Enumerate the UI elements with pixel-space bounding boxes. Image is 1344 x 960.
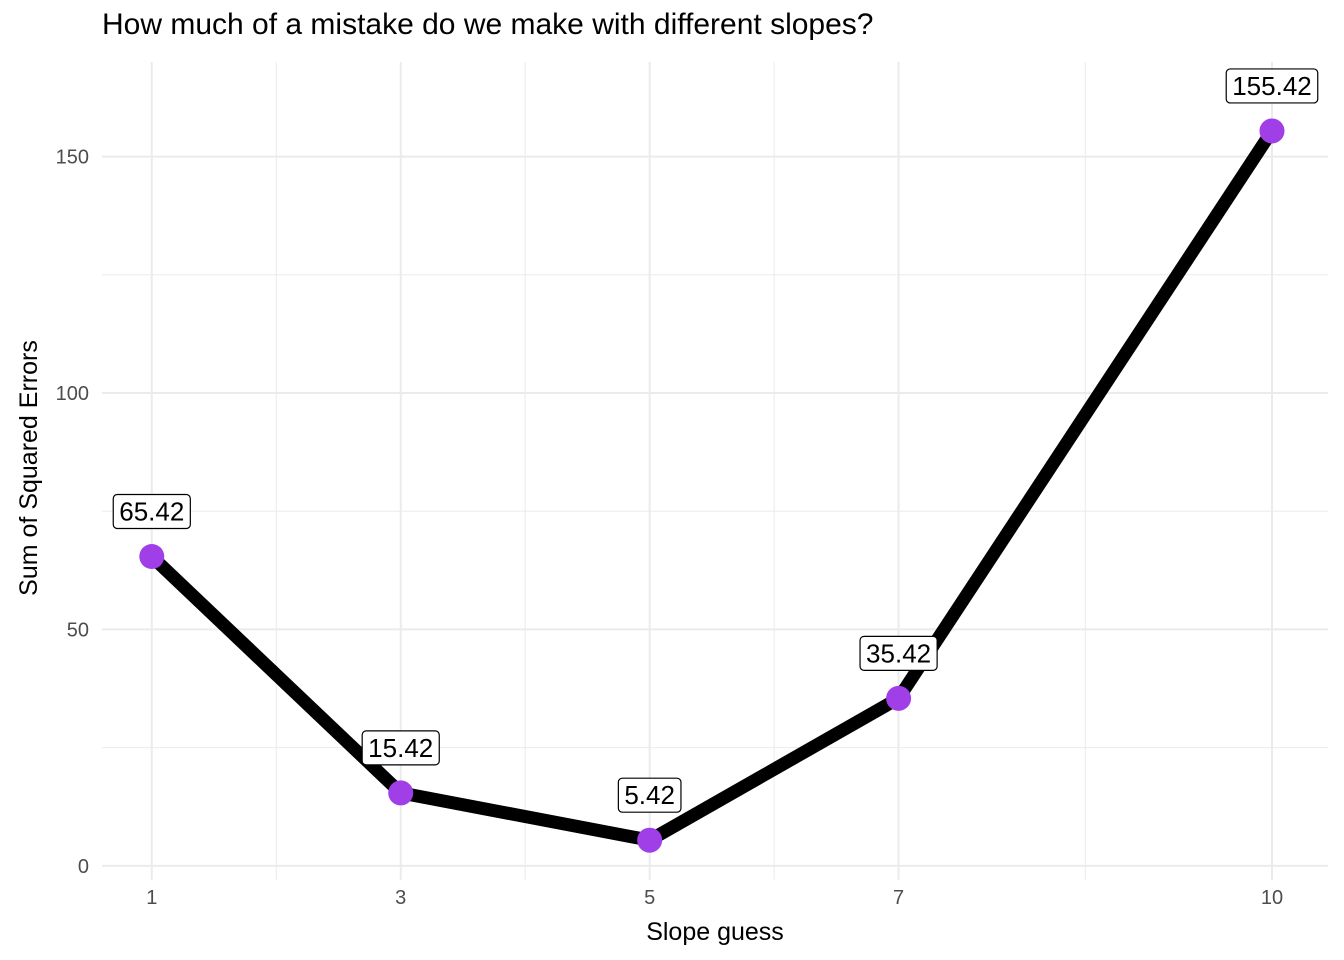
x-tick-label: 1 [146,887,157,909]
x-axis-ticks: 1 3 5 7 10 [146,887,1283,909]
data-label: 15.42 [361,730,440,766]
x-tick-label: 10 [1261,887,1283,909]
data-point [139,543,165,569]
x-tick-label: 7 [893,887,904,909]
data-point [637,827,663,853]
data-label: 155.42 [1225,68,1319,104]
data-label: 65.42 [112,493,191,530]
data-labels: 65.42 15.42 5.42 35.42 155.42 [112,68,1319,813]
y-axis-ticks: 0 50 100 150 [56,147,89,878]
chart-title: How much of a mistake do we make with di… [102,8,874,41]
y-axis-title: Sum of Squared Errors [15,340,43,596]
data-label: 35.42 [859,635,938,671]
data-label-text: 15.42 [368,733,433,763]
y-tick-label: 50 [67,619,89,641]
y-tick-label: 100 [56,383,89,405]
series-line-group [147,127,1278,847]
series-line [147,127,1278,847]
data-label-text: 5.42 [624,780,675,810]
y-tick-label: 150 [56,147,89,169]
data-points [139,118,1285,853]
x-axis-title: Slope guess [646,918,784,946]
data-label-text: 155.42 [1232,71,1312,101]
data-point [1259,118,1285,144]
data-label-box [112,493,191,530]
y-tick-label: 0 [78,856,89,878]
data-label-box [617,777,682,813]
x-tick-label: 3 [395,887,406,909]
data-label-box [361,730,440,766]
data-point [886,685,912,711]
data-label-box [859,635,938,671]
data-label-text: 65.42 [119,496,184,526]
x-tick-label: 5 [644,887,655,909]
data-label-text: 35.42 [866,638,931,668]
data-label-box [1225,68,1319,104]
data-label: 5.42 [617,777,682,813]
data-point [388,780,414,806]
grid [102,62,1328,880]
